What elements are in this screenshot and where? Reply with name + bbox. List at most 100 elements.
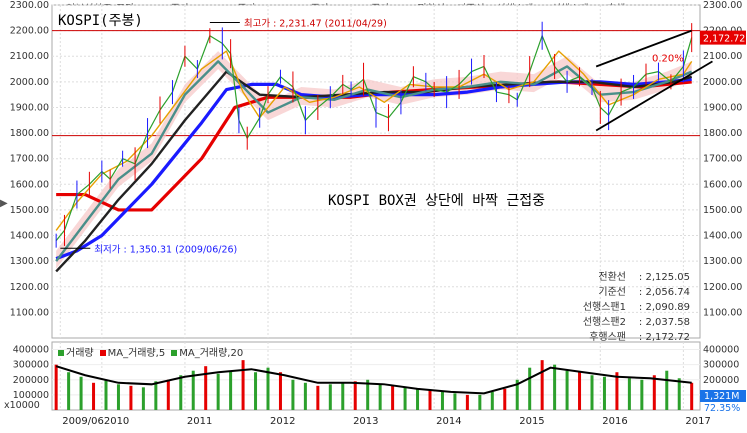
info-label: 기준선 [598,287,626,298]
volume-bar [278,372,282,410]
volume-bar [54,364,58,410]
volume-right-y-tick-label: 300000 [703,360,739,371]
left-y-axis: 1100.00 1200.00 1300.00 1400.00 1500.00 1600.… [10,0,49,318]
right-y-tick-label: 1200.00 [703,282,742,293]
legend-swatch [171,350,178,356]
right-y-tick-label: 2000.00 [703,77,742,88]
volume-current-box [700,390,746,402]
volume-bar [179,375,183,410]
volume-bar [615,372,619,410]
x-tick-label: 2012 [270,416,295,427]
x-tick-label: 2013 [353,416,378,427]
y-tick-label: 2000.00 [10,77,49,88]
volume-current-label: 1,321M [704,391,739,402]
volume-bar [391,385,395,410]
info-row: 선행스팬1: 2,090.89 [558,300,690,315]
volume-bar [129,385,133,410]
volume-bar [416,388,420,410]
price-plot-area [51,4,701,339]
x-tick-label: 2015 [519,416,544,427]
right-y-axis: 1100.00 1200.00 1300.00 1400.00 1500.00 1600.… [703,0,742,318]
current-price-label: 2,172.72 [703,34,745,45]
right-y-tick-label: 1800.00 [703,128,742,139]
volume-bar [540,360,544,410]
volume-unit-label: x10000 [4,400,40,411]
trend-channel [595,29,713,132]
volume-bar [67,372,71,410]
volume-bar [428,390,432,410]
volume-bar [341,382,345,410]
volume-bar [403,387,407,410]
info-row: 선행스팬2: 2,037.58 [558,315,690,330]
volume-legend: 거래량 MA_거래량,5 MA_거래량,20 [58,344,243,359]
current-pct-label: 0.20% [652,54,684,65]
info-value: : 2,056.74 [638,287,690,298]
info-row: 전환선: 2,125.05 [558,270,690,285]
info-label: 전환선 [598,272,626,283]
series-line-ma20 [55,50,693,231]
price-series-lines [55,21,693,273]
volume-bar [254,372,258,410]
volume-bar [191,370,195,410]
legend-label: 거래량 [66,348,94,359]
markers: 최고가 : 2,231.47 (2011/04/29) 최저가 : 1,350.3… [60,19,746,255]
info-value: : 2,090.89 [638,302,690,313]
right-y-tick-label: 2300.00 [703,0,742,11]
volume-legend-item: 거래량 [58,344,94,359]
volume-bars [54,360,694,410]
volume-bar [79,376,83,410]
y-tick-label: 1400.00 [10,231,49,242]
x-tick-label: 2017 [685,416,710,427]
volume-bar [578,372,582,410]
y-tick-label: 1700.00 [10,154,49,165]
volume-right-y-tick-label: 400000 [703,345,739,356]
volume-bar [490,391,494,410]
volume-y-tick-label: 400000 [13,345,49,356]
volume-bar [303,382,307,410]
grid-lines [52,4,700,410]
volume-bar [528,367,532,410]
volume-bar [677,378,681,410]
legend-swatch [58,350,64,356]
volume-right-y-tick-label: 200000 [703,375,739,386]
info-label: 선행스팬2 [582,317,626,328]
volume-bar [166,379,170,410]
info-row: 기준선 : 2,056.74 [558,285,690,300]
x-axis: 2009/06 2010 2011 2012 2013 2014 2015 2016 2017 [62,416,711,427]
volume-y-axis: 1000001000002000002000003000003000004000… [4,345,746,414]
y-tick-label: 1800.00 [10,128,49,139]
box-title: KOSPI(주봉) [58,13,143,29]
volume-bar [503,388,507,410]
x-tick-label: 2016 [602,416,627,427]
volume-bar [104,379,108,410]
y-tick-label: 1100.00 [10,307,49,318]
scroll-left-icon[interactable]: ▶ [0,198,8,209]
volume-bar [216,373,220,410]
legend-swatch [99,350,106,356]
volume-bar [266,367,270,410]
y-tick-label: 2300.00 [10,0,49,11]
volume-bar [478,394,482,410]
volume-bar [553,364,557,410]
volume-bar [652,375,656,410]
volume-bar [515,379,519,410]
info-label: 후행스팬 [589,332,626,343]
annotation-text: KOSPI BOX권 상단에 바짝 근접중 [328,193,546,209]
volume-bar [366,379,370,410]
current-price-box [700,30,746,45]
volume-bar [328,384,332,410]
volume-bar [241,360,245,410]
y-tick-label: 1900.00 [10,102,49,113]
info-value: : 2,172.72 [638,332,690,343]
volume-bar [690,382,694,410]
y-tick-label: 2100.00 [10,51,49,62]
right-y-tick-label: 2100.00 [703,51,742,62]
volume-legend-item: MA_거래량,20 [171,344,243,359]
right-y-tick-label: 1900.00 [703,102,742,113]
volume-bar [440,391,444,410]
x-tick-label: 2014 [436,416,461,427]
x-tick-label: 2010 [104,416,129,427]
volume-ma-line [55,365,692,395]
legend-label: MA_거래량,5 [107,348,166,359]
